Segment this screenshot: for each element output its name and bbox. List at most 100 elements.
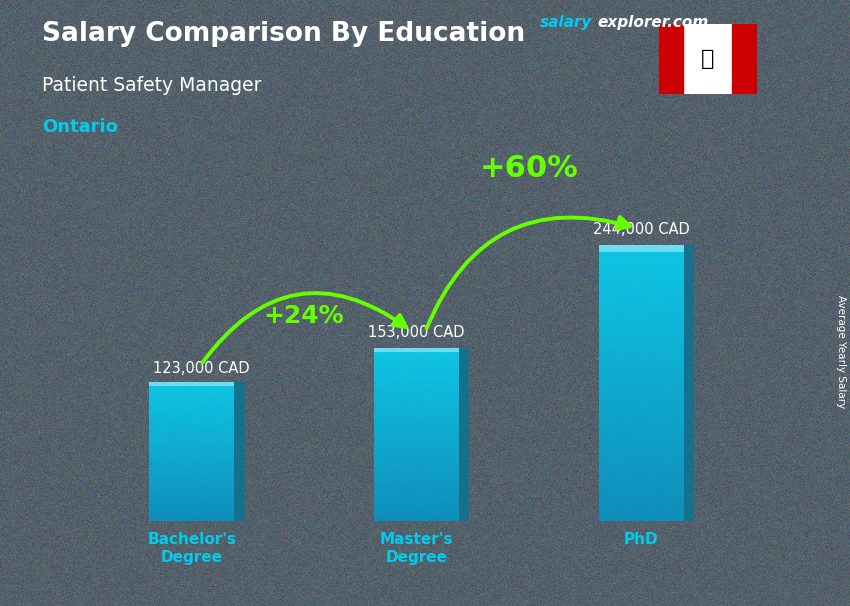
Bar [374,449,459,452]
Bar [598,296,684,301]
Bar [149,424,235,426]
Text: +24%: +24% [264,304,344,328]
Bar [598,383,684,388]
Bar [598,480,684,484]
Bar [149,516,235,519]
Bar [149,477,235,479]
Bar [149,487,235,488]
Bar [598,411,684,415]
Bar [598,259,684,264]
Bar [374,438,459,441]
Bar [374,406,459,408]
Bar [374,411,459,415]
Bar [374,490,459,492]
Bar [598,457,684,461]
Bar [149,449,235,451]
Bar [149,493,235,496]
Bar [598,461,684,466]
Bar [598,314,684,319]
Bar [374,368,459,371]
Bar [374,415,459,418]
Bar [149,468,235,470]
Bar [149,514,235,516]
Bar [374,443,459,446]
Bar [374,458,459,461]
Bar [374,348,459,351]
Bar [598,328,684,333]
Bar [598,493,684,498]
Bar [598,337,684,342]
Bar [374,348,459,353]
Bar [598,319,684,324]
Bar [149,482,235,484]
Text: +60%: +60% [479,154,578,183]
Bar [374,484,459,487]
Bar [598,347,684,351]
Bar [684,245,694,521]
Bar [374,395,459,397]
Bar [374,380,459,383]
Bar [374,446,459,449]
Bar [374,475,459,478]
Bar [149,394,235,396]
Bar [374,518,459,521]
Bar [598,429,684,434]
Bar [598,452,684,457]
Bar [149,433,235,435]
Bar [374,383,459,385]
Bar [598,287,684,291]
Bar [374,388,459,391]
Bar [149,512,235,514]
Bar [598,324,684,328]
Bar [598,406,684,411]
Bar [374,403,459,406]
Bar [374,423,459,426]
Text: salary: salary [540,15,592,30]
Bar [732,24,756,94]
Bar [149,459,235,461]
Text: Salary Comparison By Education: Salary Comparison By Education [42,21,525,47]
Bar [598,425,684,429]
Bar [598,369,684,374]
Bar [374,492,459,495]
Bar [149,403,235,405]
Bar [598,268,684,273]
Bar [598,291,684,296]
Bar [149,398,235,401]
Bar [374,441,459,443]
Bar [374,464,459,467]
Bar [598,245,684,250]
Bar [149,382,235,384]
Bar [598,264,684,268]
Bar [149,384,235,387]
Bar [149,442,235,445]
Bar [149,470,235,473]
Bar [598,250,684,255]
Bar [598,365,684,369]
Bar [598,392,684,397]
Text: 153,000 CAD: 153,000 CAD [368,325,465,340]
Bar [598,415,684,420]
Bar [598,438,684,443]
Bar [149,435,235,438]
Bar [149,426,235,428]
Text: explorer.com: explorer.com [598,15,709,30]
Bar [149,484,235,487]
Bar [598,278,684,282]
Bar [598,245,684,252]
Bar [374,455,459,458]
Bar [374,371,459,374]
Text: 244,000 CAD: 244,000 CAD [593,222,689,237]
Bar [374,420,459,423]
Bar [149,519,235,521]
Bar [598,282,684,287]
Bar [598,333,684,337]
Bar [374,478,459,481]
Bar [149,502,235,505]
Bar [374,507,459,510]
Bar [149,396,235,398]
Bar [598,507,684,512]
Bar [374,365,459,368]
Bar [374,515,459,518]
Text: 🍁: 🍁 [701,49,714,69]
